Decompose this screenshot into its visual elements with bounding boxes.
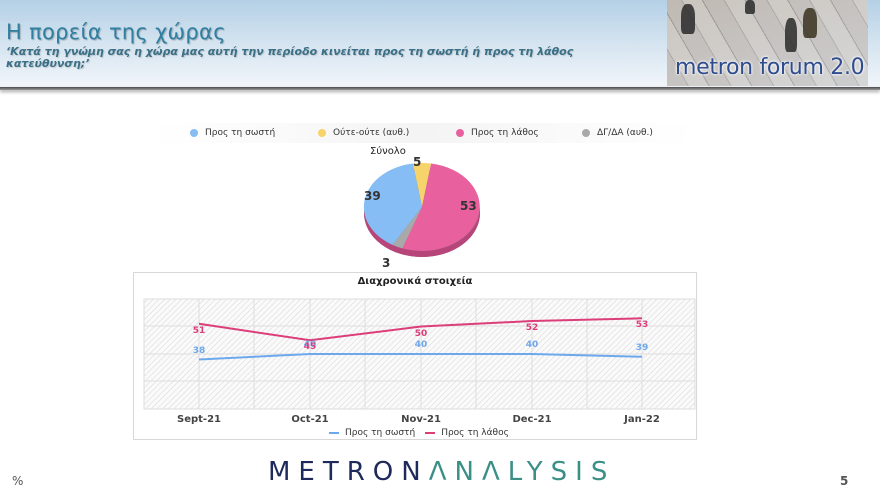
x-label: Sept-21 (177, 414, 221, 425)
pie-chart: 5 39 53 3 (350, 155, 490, 270)
legend-item-neither: Ούτε-ούτε (αυθ.) (318, 128, 409, 138)
metron-forum-logo: metron forum 2.0 (667, 0, 868, 86)
data-label: 38 (192, 345, 206, 356)
pie-slice (363, 163, 422, 245)
slide-subtitle: ‘Κατά τη γνώμη σας η χώρα μας αυτή την π… (6, 45, 574, 70)
legend-item-dk: ΔΓ/ΔΑ (αυθ.) (582, 128, 653, 138)
pie-label-neither: 5 (413, 155, 422, 169)
legend-label: Προς τη λάθος (471, 128, 539, 138)
brand-part1: METRON (268, 457, 429, 487)
pie-slice (402, 163, 480, 251)
slide-title: Η πορεία της χώρας (6, 20, 226, 44)
pie-legend: Προς τη σωστή Ούτε-ούτε (αυθ.) Προς τη λ… (150, 123, 695, 143)
pie-label-dk: 3 (382, 256, 391, 270)
pie-label-right: 39 (364, 189, 381, 203)
slide-header: Η πορεία της χώρας ‘Κατά τη γνώμη σας η … (0, 0, 880, 88)
data-label: 53 (635, 320, 649, 331)
legend-label: Προς τη λάθος (441, 428, 509, 438)
legend-label: Προς τη σωστή (205, 128, 276, 138)
legend-line-icon (425, 432, 436, 434)
legend-dot-icon (456, 129, 464, 137)
pie-label-wrong: 53 (460, 199, 477, 213)
legend-item-right: Προς τη σωστή (190, 128, 275, 138)
x-label: Dec-21 (512, 414, 552, 425)
percent-note: % (12, 474, 24, 488)
data-label: 52 (525, 323, 539, 333)
data-label: 40 (303, 340, 317, 350)
legend-dot-icon (582, 129, 590, 137)
data-label: 45 (303, 342, 317, 353)
pie-svg (363, 162, 480, 257)
page-number: 5 (840, 474, 849, 488)
header-divider (0, 87, 880, 90)
legend-item-right: Προς τη σωστή (329, 428, 415, 438)
trend-legend: Προς τη σωστή Προς τη λάθος (329, 428, 519, 438)
metron-analysis-logo: METRONΛNΛLYSIS (268, 457, 615, 487)
data-label: 40 (414, 340, 428, 350)
pie-title: Σύνολο (370, 146, 406, 157)
brand-part2: ΛNΛLYSIS (428, 457, 616, 487)
data-label: 50 (414, 328, 428, 339)
logo-text: metron forum 2.0 (675, 55, 865, 80)
legend-item-wrong: Προς τη λάθος (456, 128, 539, 138)
legend-line-icon (329, 432, 339, 434)
legend-item-wrong: Προς τη λάθος (425, 428, 509, 438)
trend-chart: Διαχρονικά στοιχεία 38 40 40 40 39 51 45 50 52 53… (133, 272, 697, 440)
legend-label: ΔΓ/ΔΑ (αυθ.) (597, 128, 653, 138)
x-label: Nov-21 (401, 414, 441, 425)
legend-dot-icon (318, 129, 326, 137)
data-label: 51 (192, 325, 206, 336)
pie-slice (392, 207, 422, 249)
legend-label: Προς τη σωστή (345, 428, 416, 438)
trend-chart-title: Διαχρονικά στοιχεία (357, 276, 473, 287)
x-label: Oct-21 (291, 414, 329, 425)
legend-dot-icon (190, 129, 198, 137)
x-label: Jan-22 (624, 414, 660, 425)
legend-label: Ούτε-ούτε (αυθ.) (333, 128, 410, 138)
pie-slice (412, 162, 432, 207)
data-label: 40 (525, 340, 539, 350)
data-label: 39 (635, 342, 649, 353)
trend-svg (143, 298, 696, 410)
